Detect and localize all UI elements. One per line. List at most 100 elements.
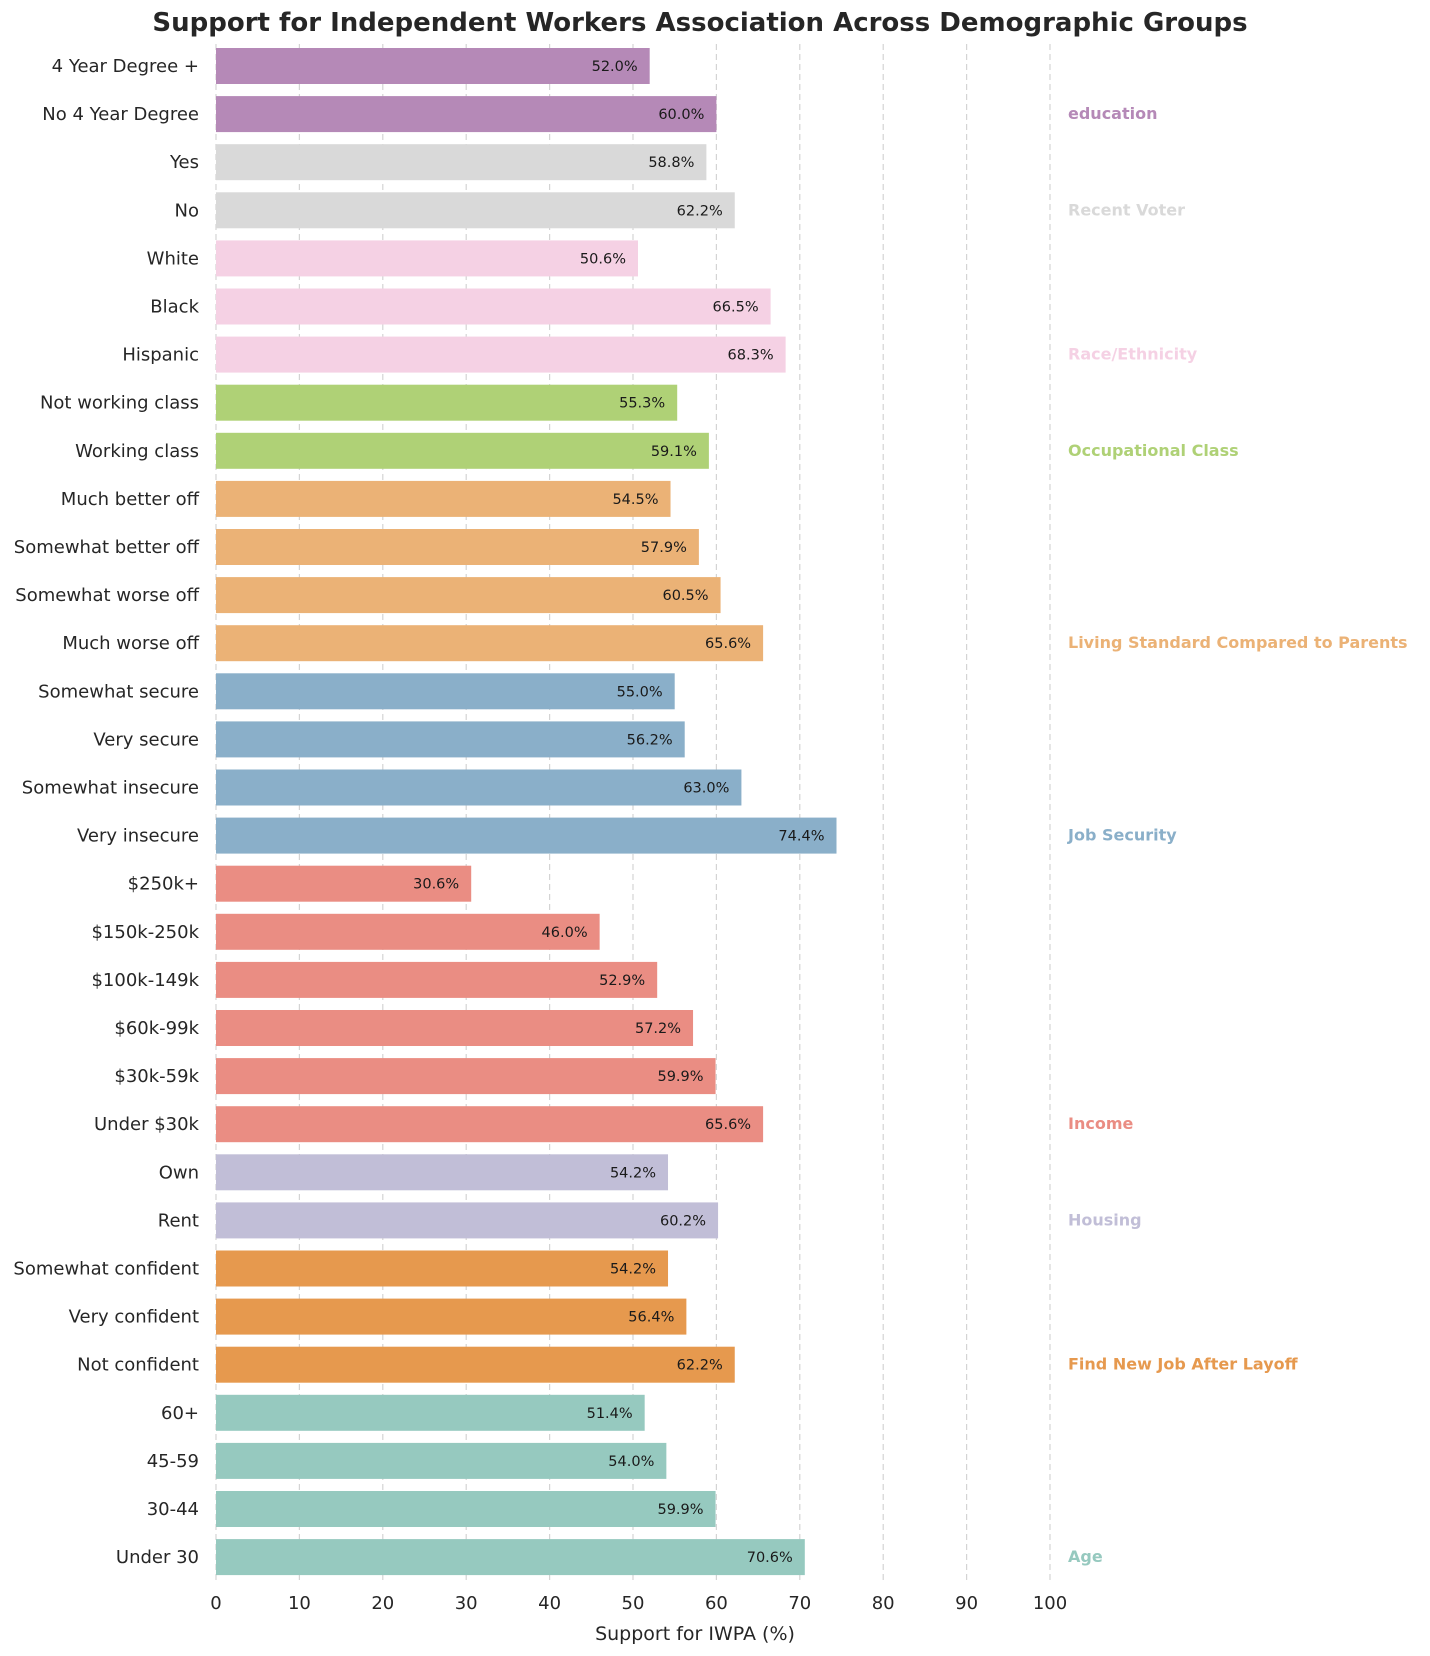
category-label: No	[175, 200, 199, 221]
group-labels: education Recent Voter Race/Ethnicity Occup…	[1067, 104, 1408, 1566]
x-tick-label: 50	[622, 1593, 645, 1614]
group-label: Race/Ethnicity	[1068, 345, 1198, 364]
x-axis-ticks: 0 10 20 30 40 50 60 70 80 90 100	[210, 1593, 1067, 1614]
bar	[216, 432, 709, 469]
group-label: Age	[1068, 1547, 1103, 1566]
value-label: 65.6%	[705, 1117, 751, 1133]
category-label: Under 30	[116, 1547, 199, 1568]
category-label: Not confident	[77, 1355, 199, 1376]
category-label: $30k-59k	[114, 1066, 199, 1087]
bar	[216, 1154, 669, 1191]
group-label: Housing	[1068, 1210, 1142, 1229]
bar	[216, 288, 771, 325]
category-label: Yes	[169, 152, 199, 173]
bar	[216, 336, 786, 373]
x-tick-label: 0	[210, 1593, 221, 1614]
bar	[216, 1202, 719, 1239]
category-label: Black	[150, 297, 199, 318]
category-label: $60k-99k	[114, 1018, 199, 1039]
group-label: Occupational Class	[1068, 441, 1239, 460]
category-label: 60+	[161, 1403, 199, 1424]
category-label: Somewhat worse off	[15, 585, 199, 606]
category-label: Very confident	[69, 1307, 199, 1328]
value-label: 52.9%	[599, 973, 645, 989]
category-label: 30-44	[147, 1499, 199, 1520]
group-label: Find New Job After Layoff	[1068, 1355, 1299, 1374]
value-label: 62.2%	[677, 1358, 723, 1374]
bar	[216, 1058, 716, 1095]
bar	[216, 384, 678, 421]
bar	[216, 48, 650, 84]
value-label: 58.8%	[648, 155, 694, 171]
value-label: 56.4%	[628, 1310, 674, 1326]
value-label: 59.9%	[657, 1069, 703, 1085]
bar	[216, 913, 600, 950]
value-label: 59.9%	[657, 1502, 703, 1518]
value-label: 51.4%	[587, 1406, 633, 1422]
value-label: 30.6%	[413, 877, 459, 893]
x-tick-label: 10	[288, 1593, 311, 1614]
x-tick-label: 70	[788, 1593, 811, 1614]
value-label: 54.5%	[612, 492, 658, 508]
value-label: 60.5%	[662, 588, 708, 604]
category-label: Somewhat confident	[13, 1259, 199, 1280]
category-labels: 4 Year Degree + No 4 Year Degree Yes No Whit…	[13, 56, 199, 1568]
x-tick-label: 100	[1033, 1593, 1067, 1614]
value-label: 65.6%	[705, 636, 751, 652]
category-label: Somewhat insecure	[22, 778, 199, 799]
value-label: 56.2%	[627, 732, 673, 748]
group-label: Living Standard Compared to Parents	[1068, 633, 1408, 652]
category-label: Not working class	[40, 393, 199, 414]
bar	[216, 1010, 694, 1046]
category-label: $250k+	[128, 874, 199, 895]
bar	[216, 144, 707, 181]
category-label: $150k-250k	[91, 922, 199, 943]
x-axis-label: Support for IWPA (%)	[595, 1623, 795, 1645]
value-label: 62.2%	[677, 203, 723, 219]
category-label: Much better off	[61, 489, 200, 510]
x-tick-label: 60	[705, 1593, 728, 1614]
value-label: 74.4%	[778, 829, 824, 845]
category-label: No 4 Year Degree	[42, 104, 199, 125]
category-label: Very insecure	[77, 826, 199, 847]
bar	[216, 1491, 716, 1527]
bar	[216, 1346, 735, 1383]
value-label: 63.0%	[683, 781, 729, 797]
value-label: 66.5%	[713, 300, 759, 316]
value-label: 54.2%	[610, 1165, 656, 1181]
bar	[216, 673, 675, 710]
value-label: 70.6%	[747, 1550, 793, 1566]
value-label: 60.0%	[658, 107, 704, 123]
value-labels: 52.0% 60.0% 58.8% 62.2% 50.6% 66.5% 68.3% 55.3%…	[413, 59, 824, 1566]
value-label: 46.0%	[542, 925, 588, 941]
category-label: Rent	[158, 1210, 199, 1231]
group-label: Recent Voter	[1068, 200, 1185, 219]
x-tick-label: 30	[455, 1593, 478, 1614]
bar	[216, 1442, 667, 1479]
x-tick-label: 20	[371, 1593, 394, 1614]
category-label: Own	[159, 1162, 199, 1183]
category-label: Somewhat better off	[14, 537, 200, 558]
bar	[216, 480, 671, 517]
bar	[216, 192, 735, 229]
category-label: Hispanic	[122, 345, 199, 366]
bar	[216, 1539, 805, 1576]
bar	[216, 721, 685, 758]
bar	[216, 625, 764, 662]
bar	[216, 865, 472, 902]
category-label: 45-59	[147, 1451, 199, 1472]
chart-title: Support for Independent Workers Associat…	[152, 8, 1248, 38]
value-label: 57.2%	[635, 1021, 681, 1037]
category-label: Much worse off	[62, 633, 199, 654]
x-tick-label: 40	[538, 1593, 561, 1614]
bar	[216, 529, 699, 565]
value-label: 54.2%	[610, 1262, 656, 1278]
value-label: 55.0%	[617, 684, 663, 700]
group-label: education	[1068, 104, 1158, 123]
category-label: Under $30k	[94, 1114, 200, 1135]
category-label: Very secure	[93, 729, 199, 750]
bar	[216, 96, 717, 133]
category-label: 4 Year Degree +	[52, 56, 199, 77]
value-label: 50.6%	[580, 251, 626, 267]
